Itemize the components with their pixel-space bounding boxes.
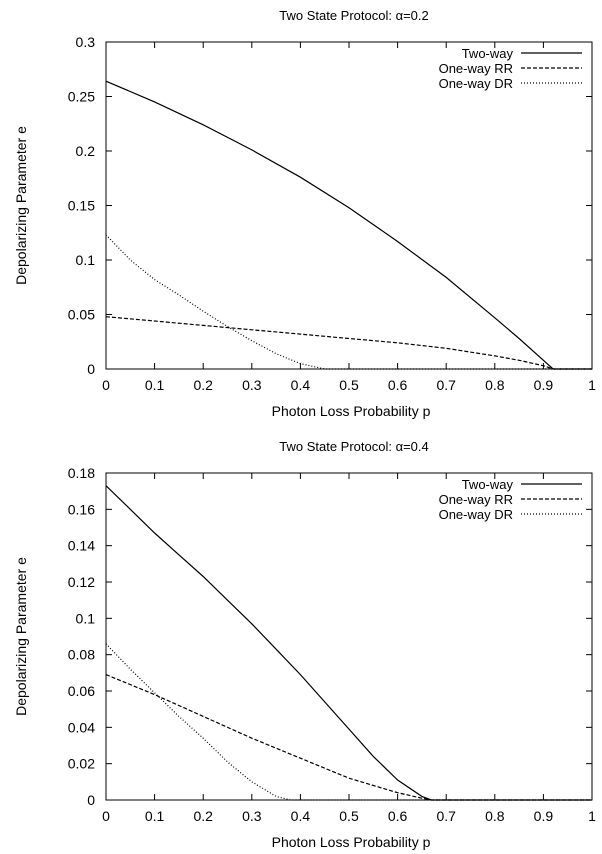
- x-tick-label: 0.5: [339, 377, 359, 393]
- legend-label: Two-way: [462, 477, 514, 492]
- plot-frame: [105, 41, 593, 370]
- x-tick-label: 0.3: [242, 808, 262, 824]
- x-tick-label: 1: [588, 808, 596, 824]
- series-line-two-way: [105, 80, 592, 370]
- chart-title: Two State Protocol: α=0.2: [279, 8, 429, 23]
- plot-frame: [105, 472, 593, 801]
- chart-1: Two State Protocol: α=0.2 0 0.1 0.2 0.3 0.4 0.…: [13, 8, 596, 419]
- x-tick-label: 0.7: [436, 377, 456, 393]
- x-tick-label: 0.8: [485, 808, 505, 824]
- x-tick-label: 0.6: [388, 808, 408, 824]
- y-axis-label: Depolarizing Parameter e: [13, 126, 29, 285]
- y-tick-label: 0.02: [68, 756, 95, 772]
- y-tick-label: 0: [87, 361, 95, 377]
- x-tick-label: 0.6: [388, 377, 408, 393]
- x-tick-label: 0.4: [291, 377, 311, 393]
- x-tick-label: 0: [102, 377, 110, 393]
- y-tick-label: 0.18: [68, 465, 95, 481]
- series-line-two-way: [105, 485, 592, 801]
- x-tick-label: 0.3: [242, 377, 262, 393]
- legend-label: One-way DR: [439, 507, 513, 522]
- legend-label: Two-way: [462, 46, 514, 61]
- y-tick-label: 0: [87, 792, 95, 808]
- y-tick-label: 0.15: [68, 198, 95, 214]
- x-axis-label: Photon Loss Probability p: [272, 834, 431, 850]
- y-tick-label: 0.12: [68, 574, 95, 590]
- y-tick-label: 0.06: [68, 683, 95, 699]
- y-tick-label: 0.08: [68, 647, 95, 663]
- x-tick-label: 0: [102, 808, 110, 824]
- legend-label: One-way DR: [439, 76, 513, 91]
- y-tick-label: 0.1: [76, 252, 96, 268]
- y-tick-label: 0.04: [68, 719, 95, 735]
- y-tick-label: 0.3: [76, 34, 96, 50]
- y-tick-label: 0.14: [68, 538, 95, 554]
- series-line-one-way-rr: [105, 316, 592, 370]
- x-tick-label: 0.2: [193, 808, 213, 824]
- y-tick-label: 0.1: [76, 610, 96, 626]
- x-tick-label: 0.5: [339, 808, 359, 824]
- x-tick-label: 0.4: [291, 808, 311, 824]
- y-axis-label: Depolarizing Parameter e: [13, 557, 29, 716]
- legend-label: One-way RR: [439, 61, 513, 76]
- y-tick-label: 0.05: [68, 307, 95, 323]
- x-tick-label: 0.1: [145, 377, 165, 393]
- x-tick-label: 1: [588, 377, 596, 393]
- y-tick-label: 0.2: [76, 143, 96, 159]
- x-tick-label: 0.9: [534, 377, 554, 393]
- legend-label: One-way RR: [439, 492, 513, 507]
- x-tick-label: 0.7: [436, 808, 456, 824]
- y-tick-label: 0.25: [68, 89, 95, 105]
- x-tick-label: 0.8: [485, 377, 505, 393]
- chart-2: Two State Protocol: α=0.4 0 0.1 0.2 0.3 0.4 0.…: [13, 439, 596, 850]
- series-line-one-way-dr: [105, 234, 592, 370]
- series-line-one-way-rr: [105, 674, 592, 801]
- series-line-one-way-dr: [105, 643, 592, 801]
- x-tick-label: 0.1: [145, 808, 165, 824]
- x-tick-label: 0.9: [534, 808, 554, 824]
- x-axis-label: Photon Loss Probability p: [272, 403, 431, 419]
- chart-title: Two State Protocol: α=0.4: [279, 439, 429, 454]
- x-tick-label: 0.2: [193, 377, 213, 393]
- y-tick-label: 0.16: [68, 501, 95, 517]
